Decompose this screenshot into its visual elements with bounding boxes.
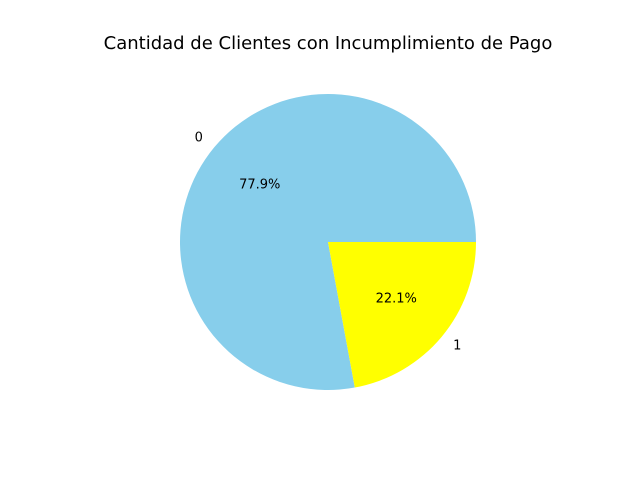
pie-slices xyxy=(180,94,477,391)
slice-category-label: 0 xyxy=(195,130,203,145)
pie-slice-1 xyxy=(328,242,476,388)
chart-title: Cantidad de Clientes con Incumplimiento … xyxy=(104,33,553,54)
pie-labels: 0 77.9% 1 22.1% xyxy=(195,130,462,353)
slice-category-label: 1 xyxy=(453,339,461,354)
pie-slice-0 xyxy=(180,94,477,391)
slice-percent-label: 22.1% xyxy=(376,291,417,306)
slice-percent-label: 77.9% xyxy=(239,178,280,193)
